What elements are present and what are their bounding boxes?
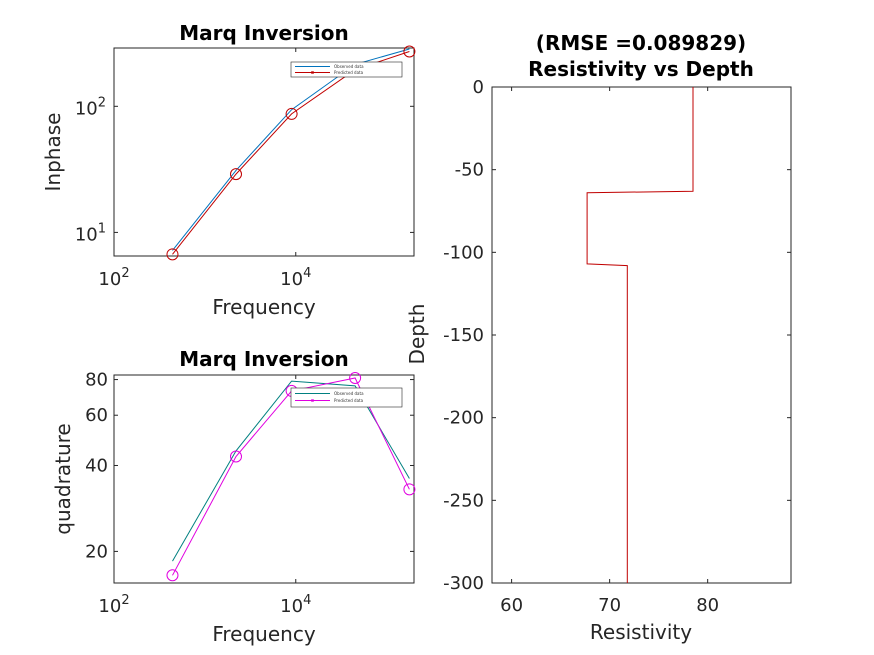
quadrature-legend: Observed data Predicted data — [290, 387, 403, 408]
resistivity-plot-area — [491, 86, 792, 584]
inphase-x-tick-label: 104 — [280, 266, 311, 290]
inphase-panel: Marq Inversion Frequency Inphase 102 1041… — [41, 21, 416, 319]
resistivity-panel: (RMSE =0.089829) Resistivity vs Depth Re… — [405, 31, 792, 644]
inphase-ticks: 102 104 101 102 — [75, 48, 414, 290]
resistivity-y-tick-label: -150 — [443, 325, 484, 346]
inphase-legend-observed: Observed data — [334, 64, 364, 69]
quadrature-legend-box — [290, 387, 403, 408]
resistivity-y-tick-label: -300 — [443, 573, 484, 594]
inphase-legend-predicted: Predicted data — [334, 70, 364, 75]
quadrature-title: Marq Inversion — [179, 347, 348, 371]
inphase-data-point — [403, 45, 416, 58]
inphase-data-point — [230, 168, 243, 181]
quadrature-y-tick-label: 40 — [85, 455, 108, 476]
resistivity-title: (RMSE =0.089829) — [536, 31, 746, 55]
inphase-legend: Observed data Predicted data — [290, 61, 403, 78]
resistivity-subtitle: Resistivity vs Depth — [528, 57, 754, 81]
quadrature-data-point — [230, 450, 243, 463]
inphase-data-point — [166, 248, 179, 261]
resistivity-x-tick-label: 60 — [500, 595, 523, 616]
resistivity-series — [586, 87, 694, 583]
inphase-series-line-1 — [172, 48, 410, 251]
resistivity-y-tick-label: -100 — [443, 242, 484, 263]
quadrature-legend-predicted: Predicted data — [334, 398, 364, 403]
inphase-title: Marq Inversion — [179, 21, 348, 45]
quadrature-legend-marker — [310, 398, 314, 402]
inphase-y-tick-label: 101 — [75, 221, 106, 245]
resistivity-y-label: Depth — [405, 304, 429, 365]
inphase-y-tick-label: 102 — [75, 95, 106, 119]
quadrature-x-tick-label: 102 — [98, 593, 129, 617]
inphase-x-tick-label: 102 — [98, 266, 129, 290]
resistivity-profile-line — [586, 87, 694, 583]
inphase-x-label: Frequency — [212, 295, 315, 319]
resistivity-x-tick-label: 80 — [696, 595, 719, 616]
resistivity-y-tick-label: -50 — [455, 160, 484, 181]
inphase-legend-marker — [310, 71, 314, 75]
quadrature-data-point — [166, 569, 179, 582]
inphase-data-point — [285, 107, 298, 120]
inphase-plot-area — [113, 47, 415, 257]
resistivity-x-label: Resistivity — [590, 620, 692, 644]
quadrature-ticks: 102 104 20 40 60 80 — [85, 370, 414, 617]
inphase-y-label: Inphase — [41, 113, 65, 192]
quadrature-data-point — [403, 483, 416, 496]
inphase-legend-box — [290, 61, 403, 78]
resistivity-y-tick-label: -200 — [443, 408, 484, 429]
quadrature-plot-area — [113, 374, 415, 584]
resistivity-x-tick-label: 70 — [598, 595, 621, 616]
quadrature-x-tick-label: 104 — [280, 593, 311, 617]
quadrature-y-tick-label: 20 — [85, 541, 108, 562]
quadrature-y-tick-label: 80 — [85, 370, 108, 391]
resistivity-ticks: 60 70 80 0 -50 -100 -150 -200 -250 -300 — [443, 77, 791, 616]
quadrature-data-point — [349, 372, 362, 385]
quadrature-series-line-1 — [172, 380, 410, 562]
quadrature-x-label: Frequency — [212, 622, 315, 646]
quadrature-legend-observed: Observed data — [334, 391, 364, 396]
quadrature-y-label: quadrature — [51, 423, 75, 534]
quadrature-panel: Marq Inversion Frequency quadrature 102 1… — [51, 347, 416, 646]
resistivity-y-tick-label: -250 — [443, 490, 484, 511]
resistivity-y-tick-label: 0 — [473, 77, 484, 98]
quadrature-y-tick-label: 60 — [85, 405, 108, 426]
